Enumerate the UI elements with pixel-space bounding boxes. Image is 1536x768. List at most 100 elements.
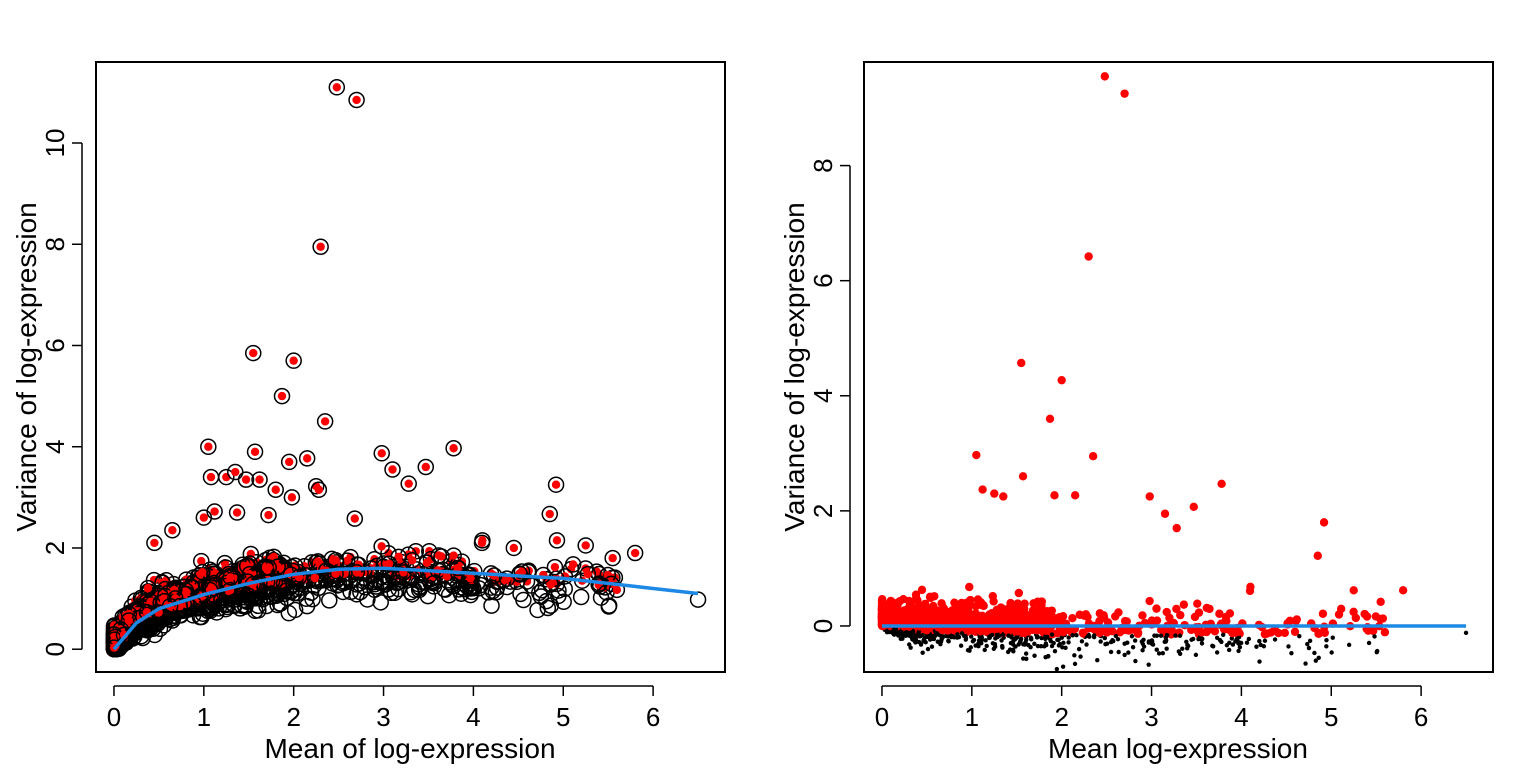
highlighted-gene-point: [1099, 611, 1108, 620]
gene-point: [529, 601, 546, 619]
outlier-gene-point: [146, 534, 163, 552]
right-x-axis-label: Mean log-expression: [1048, 733, 1308, 764]
gene-point: [1236, 648, 1241, 654]
gene-point: [1236, 635, 1242, 640]
gene-point: [1154, 633, 1160, 638]
highlighted-outlier-point: [1319, 518, 1329, 527]
highlighted-outlier-point: [1018, 472, 1028, 481]
highlighted-gene-point: [1193, 627, 1203, 636]
gene-point: [1091, 634, 1097, 640]
gene-point: [210, 600, 227, 617]
y-tick-label: 6: [808, 273, 838, 287]
highlighted-gene-point: [466, 574, 475, 583]
gene-point: [1116, 649, 1121, 655]
outlier-gene-point: [547, 476, 565, 493]
gene-point: [1184, 639, 1189, 644]
gene-point: [1173, 633, 1178, 638]
highlighted-outlier-point: [204, 442, 213, 451]
gene-point: [327, 565, 344, 583]
highlighted-outlier-point: [314, 485, 324, 494]
highlighted-gene-point: [550, 562, 560, 572]
x-tick-label: 4: [1234, 702, 1248, 732]
gene-point: [925, 646, 931, 652]
gene-point: [999, 638, 1004, 643]
y-tick-label: 2: [808, 504, 838, 518]
gene-point: [1070, 633, 1075, 638]
gene-point: [1095, 657, 1100, 663]
highlighted-outlier-point: [1376, 597, 1385, 606]
y-tick-label: 4: [40, 439, 70, 453]
gene-point: [884, 630, 890, 635]
highlighted-outlier-point: [1057, 376, 1066, 385]
gene-point: [1199, 641, 1205, 646]
highlighted-gene-point: [1162, 607, 1171, 617]
gene-point: [1108, 639, 1114, 645]
gene-point: [1246, 636, 1252, 642]
outlier-gene-point: [251, 471, 268, 488]
highlighted-gene-point: [1030, 616, 1040, 625]
highlighted-outlier-point: [552, 536, 562, 545]
outlier-gene-point: [200, 438, 217, 455]
gene-point: [286, 601, 304, 619]
y-tick-label: 0: [40, 642, 70, 656]
gene-point: [965, 648, 971, 653]
gene-point: [1029, 637, 1034, 642]
gene-point: [1104, 641, 1110, 646]
outlier-gene-point: [298, 450, 316, 467]
gene-point: [137, 620, 155, 637]
highlighted-gene-point: [950, 598, 959, 607]
outlier-gene-point: [604, 549, 621, 567]
y-tick-label: 6: [40, 338, 70, 352]
gene-point: [1289, 650, 1294, 656]
trend-line: [112, 566, 699, 651]
gene-point: [212, 592, 230, 609]
gene-point: [222, 569, 239, 586]
gene-point: [373, 538, 390, 555]
highlighted-outlier-point: [210, 507, 219, 516]
highlighted-gene-point: [124, 609, 134, 619]
y-tick-label: 2: [40, 541, 70, 555]
highlighted-gene-point: [124, 616, 134, 625]
gene-point: [1060, 664, 1066, 669]
highlighted-gene-point: [877, 595, 887, 604]
gene-point: [1024, 656, 1029, 662]
highlighted-gene-point: [1190, 612, 1200, 622]
highlighted-gene-point: [226, 573, 235, 582]
gene-point: [989, 632, 995, 638]
x-tick-label: 0: [107, 702, 121, 732]
gene-point: [1032, 641, 1037, 647]
highlighted-gene-point: [979, 601, 988, 610]
gene-point: [1140, 648, 1145, 653]
outlier-gene-point: [328, 79, 346, 96]
gene-point: [1055, 637, 1060, 643]
gene-point: [1220, 632, 1226, 637]
highlighted-gene-point: [171, 594, 180, 603]
highlighted-gene-point: [612, 585, 622, 595]
gene-point: [1042, 644, 1047, 649]
highlighted-gene-point: [948, 614, 957, 623]
highlighted-gene-point: [914, 607, 923, 617]
gene-point: [265, 548, 283, 566]
highlighted-gene-point: [1380, 628, 1390, 637]
gene-point: [1463, 630, 1469, 636]
gene-point: [958, 643, 964, 648]
gene-point: [916, 639, 922, 645]
highlighted-gene-point: [1292, 615, 1301, 624]
gene-point: [1066, 640, 1071, 645]
y-tick-label: 10: [40, 129, 70, 158]
gene-point: [1235, 639, 1241, 645]
highlighted-gene-point: [1138, 611, 1147, 620]
highlighted-outlier-point: [1313, 551, 1322, 560]
gene-point: [999, 643, 1005, 649]
highlighted-gene-point: [1362, 612, 1372, 621]
highlighted-gene-point: [568, 560, 578, 569]
point-layer: [105, 79, 707, 658]
highlighted-gene-point: [937, 606, 947, 615]
outlier-gene-point: [310, 481, 328, 499]
gene-point: [1026, 642, 1031, 648]
right-plot-frame: [863, 61, 1494, 673]
gene-point: [1230, 642, 1236, 647]
gene-point: [115, 626, 133, 644]
highlighted-outlier-point: [332, 83, 342, 92]
